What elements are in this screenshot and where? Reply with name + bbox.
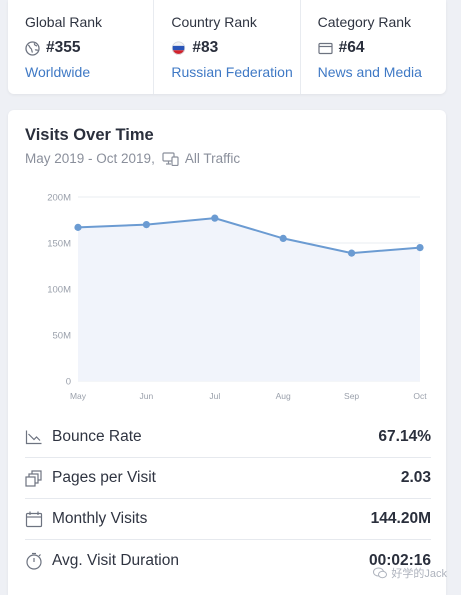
- russia-flag-icon: [171, 41, 186, 56]
- metric-bounce-rate: Bounce Rate 67.14%: [25, 417, 431, 458]
- metric-label: Pages per Visit: [52, 469, 156, 486]
- trend-icon: [25, 428, 43, 446]
- visits-title: Visits Over Time: [25, 126, 154, 144]
- metric-value: 144.20M: [370, 510, 431, 527]
- devices-icon: [162, 151, 179, 166]
- country-rank-title: Country Rank: [171, 14, 257, 30]
- country-rank: Country Rank #83 Russian Federation: [153, 0, 299, 94]
- x-tick-label: Aug: [276, 391, 291, 401]
- traffic-filter[interactable]: All Traffic: [184, 151, 241, 166]
- metric-pages-per-visit: Pages per Visit 2.03: [25, 458, 431, 499]
- metric-monthly-visits: Monthly Visits 144.20M: [25, 499, 431, 540]
- category-link[interactable]: News and Media: [317, 64, 422, 80]
- x-tick-label: Sep: [344, 391, 359, 401]
- y-tick-label: 100M: [47, 285, 71, 296]
- metrics-list: Bounce Rate 67.14% Pages per Visit 2.03: [25, 417, 431, 581]
- category-rank: Category Rank #64 News and Media: [299, 0, 446, 94]
- metric-value: 2.03: [400, 469, 431, 486]
- x-tick-label: May: [70, 391, 87, 401]
- wechat-icon: [373, 567, 388, 579]
- pages-icon: [25, 469, 43, 487]
- watermark-text: 好学的Jack: [391, 568, 447, 580]
- date-range: May 2019 - Oct 2019,: [25, 151, 155, 166]
- globe-icon: [25, 40, 40, 56]
- stopwatch-icon: [25, 552, 43, 570]
- y-tick-label: 50M: [53, 331, 72, 342]
- worldwide-link[interactable]: Worldwide: [25, 64, 91, 80]
- x-tick-label: Oct: [413, 391, 427, 401]
- category-icon: [318, 41, 333, 56]
- metric-value: 67.14%: [378, 428, 431, 445]
- global-rank-title: Global Rank: [25, 14, 103, 30]
- metric-label: Bounce Rate: [52, 428, 142, 445]
- metric-label: Avg. Visit Duration: [52, 551, 179, 569]
- calendar-icon: [25, 510, 43, 528]
- country-link[interactable]: Russian Federation: [171, 64, 293, 80]
- data-point: [279, 234, 287, 242]
- x-tick-label: Jul: [209, 391, 220, 401]
- visits-chart: 0 50M 100M 150M 200M May Jun Jul Aug Sep Oct: [47, 193, 427, 402]
- category-rank-value: #64: [338, 39, 365, 56]
- global-rank: Global Rank #355 Worldwide: [8, 0, 153, 94]
- data-point: [142, 221, 150, 229]
- series-line: [77, 217, 421, 255]
- country-rank-value: #83: [192, 39, 219, 56]
- metric-avg-visit-duration: Avg. Visit Duration 00:02:16: [25, 540, 431, 581]
- y-tick-label: 0: [66, 377, 71, 388]
- data-point: [416, 244, 424, 252]
- data-point: [74, 223, 82, 231]
- visits-card: Visits Over Time May 2019 - Oct 2019, Al…: [8, 110, 446, 595]
- area-fill: [78, 218, 420, 381]
- category-rank-title: Category Rank: [317, 14, 412, 30]
- visits-subtitle: May 2019 - Oct 2019, All Traffic: [25, 151, 240, 166]
- x-tick-label: Jun: [140, 391, 154, 401]
- y-tick-label: 200M: [47, 193, 71, 204]
- metric-label: Monthly Visits: [52, 510, 148, 527]
- metric-value: 00:02:16: [368, 551, 431, 569]
- rank-card: Global Rank #355 Worldwide Country Rank: [8, 0, 446, 94]
- global-rank-value: #355: [46, 39, 81, 56]
- watermark: 好学的Jack: [373, 565, 447, 581]
- y-tick-label: 150M: [47, 239, 71, 250]
- data-point: [211, 214, 219, 222]
- data-point: [348, 249, 356, 257]
